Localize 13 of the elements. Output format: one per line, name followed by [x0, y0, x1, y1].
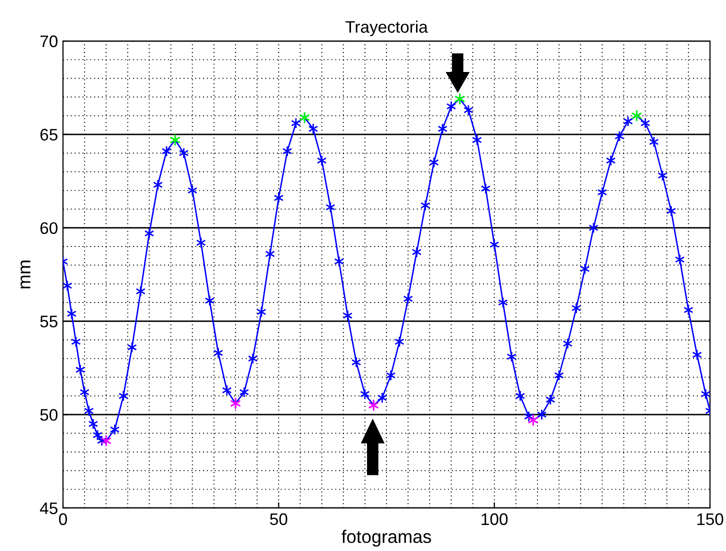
x-axis-title: fotogramas [342, 530, 432, 547]
y-tick-label: 50 [40, 409, 58, 421]
chart-title: Trayectoria [346, 20, 428, 36]
y-tick-label: 70 [40, 35, 58, 48]
y-axis-title: mm [20, 260, 30, 288]
x-tick-label: 50 [270, 513, 288, 526]
x-tick-label: 0 [59, 513, 67, 526]
x-tick-label: 100 [482, 513, 508, 526]
y-tick-label: 45 [40, 502, 58, 514]
y-tick-label: 60 [40, 222, 58, 234]
y-tick-label: 65 [40, 128, 58, 141]
x-tick-label: 150 [697, 513, 724, 526]
y-tick-label: 55 [40, 316, 58, 328]
